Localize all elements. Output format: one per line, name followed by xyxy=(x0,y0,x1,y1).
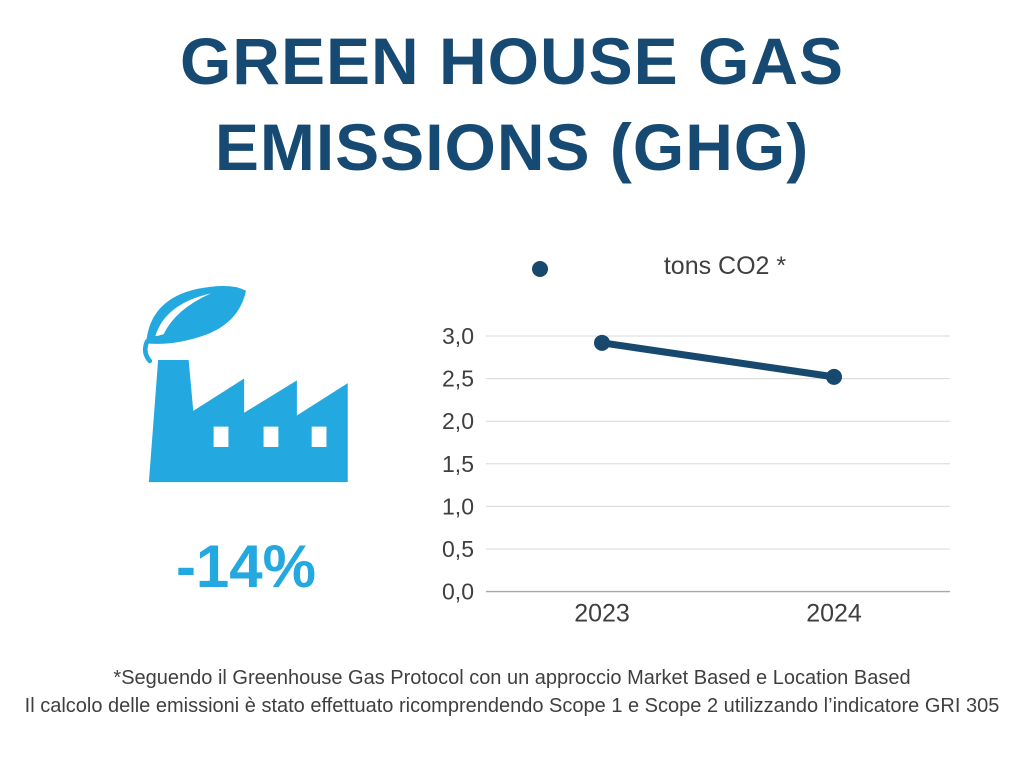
y-tick-label: 2,5 xyxy=(442,366,474,392)
footnote: *Seguendo il Greenhouse Gas Protocol con… xyxy=(0,664,1024,720)
data-point xyxy=(826,368,842,385)
legend-marker-icon xyxy=(532,261,548,277)
emissions-change-value: -14% xyxy=(175,533,317,600)
emissions-line-chart: tons CO2 * 3,0 2,5 2,0 1,5 1,0 0,5 0,0 2023 2024 xyxy=(430,240,990,640)
page-title: GREEN HOUSE GAS EMISSIONS (GHG) xyxy=(0,18,1024,190)
leaf-highlight xyxy=(155,293,211,336)
y-tick-label: 0,5 xyxy=(442,536,474,562)
factory-with-leaf-icon xyxy=(142,285,348,483)
chart-legend: tons CO2 * xyxy=(430,240,990,290)
y-tick-label: 2,0 xyxy=(442,408,474,434)
data-point xyxy=(594,334,610,351)
y-tick-label: 0,0 xyxy=(442,579,474,605)
series-line xyxy=(598,339,838,381)
x-tick-label: 2024 xyxy=(806,600,862,628)
factory-windows xyxy=(213,426,327,447)
page-title-line2: EMISSIONS (GHG) xyxy=(214,110,810,184)
footnote-line1: *Seguendo il Greenhouse Gas Protocol con… xyxy=(113,667,911,689)
y-tick-label: 1,0 xyxy=(442,493,474,519)
y-tick-label: 1,5 xyxy=(442,451,474,477)
footnote-line2: Il calcolo delle emissioni è stato effet… xyxy=(24,695,1000,717)
emissions-highlight: -14% xyxy=(135,276,357,600)
x-tick-label: 2023 xyxy=(574,600,630,628)
page-title-line1: GREEN HOUSE GAS xyxy=(179,24,845,98)
legend-label: tons CO2 * xyxy=(663,252,787,280)
plot-area: 3,0 2,5 2,0 1,5 1,0 0,5 0,0 2023 2024 xyxy=(442,323,950,628)
y-tick-label: 3,0 xyxy=(442,323,474,349)
